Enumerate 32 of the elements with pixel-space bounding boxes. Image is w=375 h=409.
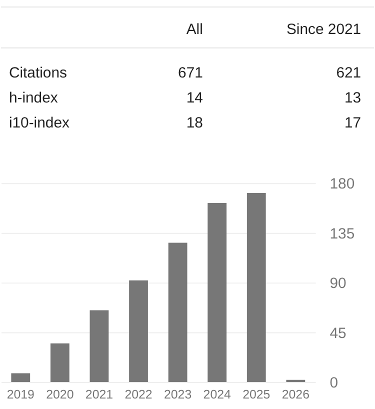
x-tick-label: 2023: [164, 387, 192, 402]
x-tick-label: 2019: [6, 387, 35, 402]
category-label: h-index: [8, 90, 58, 107]
y-tick-label: 0: [330, 374, 338, 392]
text: 14: [186, 90, 203, 107]
text: 671: [178, 64, 203, 82]
category-label: Since 2021: [286, 20, 362, 38]
bar: [286, 380, 306, 382]
x-tick-label: 2020: [46, 387, 74, 402]
bar: [208, 202, 227, 382]
bar: [90, 310, 109, 382]
bar: [129, 280, 148, 382]
y-tick-label: 135: [330, 225, 355, 242]
y-tick-label: 45: [330, 324, 346, 342]
bar: [11, 373, 30, 382]
category-label: All: [186, 20, 203, 38]
y-tick-label: 180: [330, 176, 355, 193]
x-tick-label: 2022: [124, 387, 152, 402]
x-tick-label: 2025: [242, 387, 270, 402]
bar: [50, 343, 70, 382]
category-label: i10-index: [8, 114, 70, 132]
category-label: Citations: [8, 64, 67, 82]
text: 621: [336, 64, 362, 82]
text: 18: [186, 114, 203, 132]
bar: [168, 242, 188, 382]
x-tick-label: 2024: [203, 387, 231, 402]
x-tick-label: 2026: [282, 387, 310, 402]
bar: [246, 193, 266, 382]
x-tick-label: 2021: [85, 387, 114, 402]
y-tick-label: 90: [330, 275, 346, 292]
text: 13: [344, 90, 362, 107]
text: 17: [344, 114, 362, 132]
